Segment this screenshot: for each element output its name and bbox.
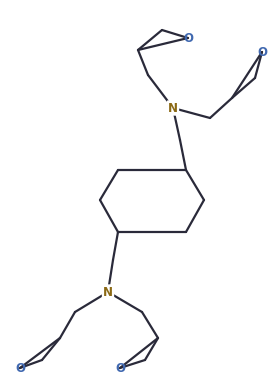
Text: O: O [15, 361, 25, 374]
Text: N: N [168, 102, 178, 115]
Text: O: O [257, 45, 267, 58]
Text: O: O [183, 31, 193, 44]
Text: O: O [115, 361, 125, 374]
Text: N: N [103, 285, 113, 298]
